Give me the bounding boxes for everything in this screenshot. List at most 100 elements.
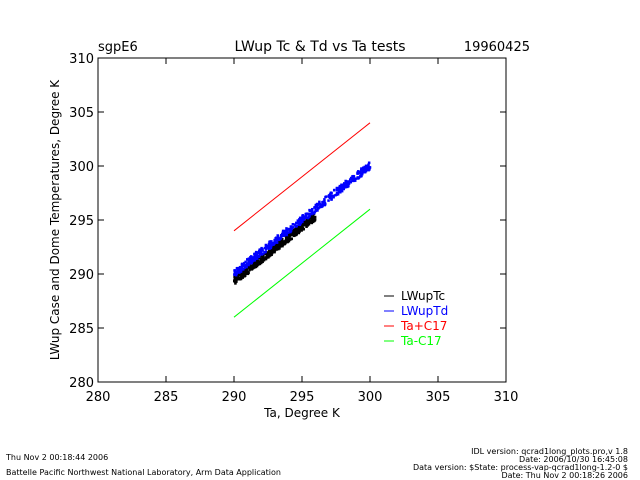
data-point [285,227,288,230]
y-axis-label: LWup Case and Dome Temperatures, Degree … [48,79,62,360]
data-point [291,226,295,229]
data-point [253,265,256,269]
data-point [267,242,271,246]
data-point [265,255,268,258]
data-point [295,221,298,225]
data-point [312,211,316,214]
data-point [269,246,273,250]
data-point [315,205,319,208]
data-point [270,242,274,245]
data-point [258,260,262,263]
data-point [284,229,288,233]
data-point [246,270,250,274]
data-point [324,195,327,199]
data-point [318,202,321,206]
data-point [307,223,311,226]
data-point [240,265,244,269]
data-point [304,216,308,220]
data-point [256,263,260,266]
data-point [273,250,276,254]
data-point [351,177,354,181]
data-point [261,255,265,258]
data-point [287,238,290,241]
data-point [347,180,350,183]
data-point [249,257,253,261]
data-point [288,230,292,234]
data-point [296,219,300,222]
data-point [302,223,306,227]
data-point [234,273,238,277]
data-point [352,174,355,178]
data-point [359,172,362,175]
data-point [337,190,341,193]
data-point [310,214,314,218]
data-point [288,233,291,237]
data-point [342,182,346,185]
data-point [251,264,255,267]
data-point [332,188,336,192]
x-tick-label: 285 [154,390,179,405]
data-point [332,195,335,199]
data-point [291,223,295,226]
data-point [305,212,308,215]
data-point [336,193,340,196]
data-point [244,269,248,272]
data-point [280,243,283,246]
data-point [234,282,237,285]
data-point [280,240,283,244]
data-point [243,261,246,265]
data-point [237,272,241,276]
data-point [238,270,241,273]
data-point [269,253,272,256]
legend-label: Ta+C17 [400,319,447,333]
data-point [349,180,352,184]
data-point [279,245,282,248]
data-point [313,215,317,219]
data-point [330,191,333,195]
data-point [247,257,251,260]
data-point [300,226,303,230]
data-point [299,225,302,228]
data-point [241,268,245,271]
x-tick-label: 310 [494,390,519,405]
data-point [297,231,301,235]
data-point [367,168,370,172]
data-point [279,237,282,240]
data-point [235,271,238,275]
x-tick-label: 295 [290,390,315,405]
data-point [248,268,252,271]
data-point [302,221,305,224]
data-point [291,229,295,233]
data-point [247,260,250,263]
data-point [281,244,284,248]
data-point [319,205,322,209]
data-point [235,276,238,280]
data-point [290,232,294,235]
data-point [237,267,241,271]
data-point [267,247,271,251]
data-point [243,266,246,270]
data-point [338,184,342,188]
data-point [289,225,293,228]
data-point [302,227,305,231]
data-point [308,214,311,218]
data-point [363,168,367,171]
data-point [341,183,345,187]
data-point [263,257,266,260]
data-point [233,273,236,276]
data-point [305,222,309,225]
data-point [267,250,271,253]
data-point [315,203,319,206]
series-line-ta-c17 [233,122,371,232]
y-tick-label: 285 [69,322,94,337]
data-point [294,225,298,228]
data-point [274,240,277,244]
data-point [272,243,275,246]
data-point [233,279,237,283]
data-point [276,234,280,238]
data-point [361,168,365,172]
data-point [268,240,272,243]
data-point [344,184,347,187]
data-point [276,244,280,247]
